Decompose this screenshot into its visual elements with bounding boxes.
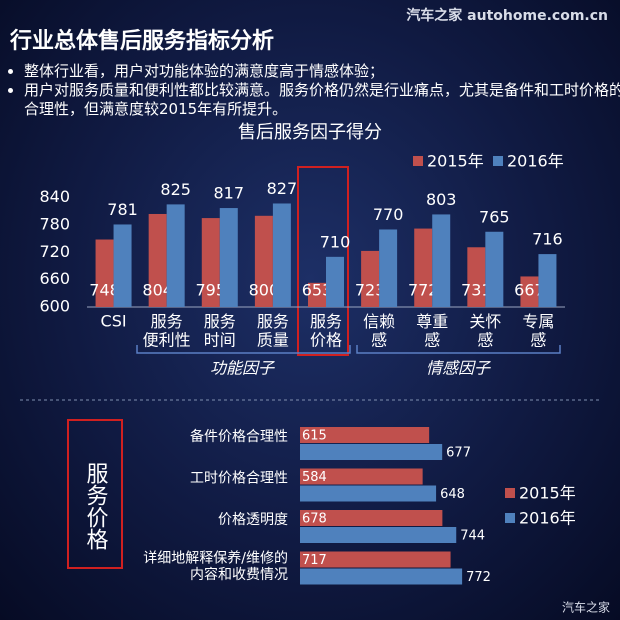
x-tick-label: CSI (101, 312, 127, 331)
bar (300, 551, 451, 568)
legend-label: 2016年 (507, 152, 564, 171)
value-label: 716 (532, 230, 563, 249)
bar (538, 254, 557, 307)
y-tick-label: 工时价格合理性 (190, 471, 288, 487)
bar (300, 510, 443, 526)
watermark: 汽车之家 autohome.com.cn (406, 7, 608, 24)
bar (432, 214, 451, 307)
value-label: 615 (302, 429, 327, 444)
group-bracket (136, 345, 561, 354)
y-tick-label: 详细地解释保养/维修的内容和收费情况 (143, 551, 288, 583)
value-label: 667 (514, 281, 545, 300)
value-label: 795 (196, 281, 227, 300)
group-label: 功能因子 (210, 359, 275, 378)
legend-label: 2015年 (519, 484, 576, 503)
bar (300, 444, 443, 460)
bar (485, 231, 504, 307)
bar (300, 485, 437, 502)
value-label: 748 (89, 281, 120, 300)
chart-title: 售后服务因子得分 (238, 122, 382, 143)
value-label: 772 (466, 570, 491, 585)
y-tick-label: 660 (39, 269, 70, 288)
bar (300, 527, 457, 543)
legend-swatch (505, 513, 515, 523)
bullets: 整体行业看，用户对功能体验的满意度高于情感体验； 用户对服务质量和便利性都比较满… (8, 62, 620, 119)
x-tick-label: 服务便利性 (143, 312, 191, 349)
value-label: 803 (426, 190, 457, 209)
value-label: 678 (302, 512, 327, 527)
x-tick-label: 尊重感 (416, 312, 448, 349)
highlight-box (297, 166, 349, 356)
bar (414, 228, 433, 307)
value-label: 677 (446, 446, 471, 461)
value-label: 817 (214, 184, 245, 203)
bar (300, 427, 430, 443)
value-label: 781 (107, 200, 138, 219)
y-tick-label: 600 (39, 297, 70, 316)
footer: 汽车之家 (562, 600, 610, 615)
bar (300, 568, 463, 585)
group-label: 情感因子 (426, 359, 491, 378)
value-label: 765 (479, 207, 510, 226)
bar (219, 208, 238, 307)
y-tick-label: 备件价格合理性 (190, 428, 288, 445)
value-label: 804 (142, 281, 173, 300)
value-label: 827 (267, 179, 298, 198)
legend-label: 2016年 (519, 509, 576, 528)
bar (272, 203, 291, 307)
bar (520, 276, 539, 307)
value-label: 800 (249, 281, 280, 300)
x-tick-label: 信赖感 (363, 312, 395, 349)
x-tick-label: 服务时间 (204, 312, 236, 349)
value-label: 770 (373, 205, 404, 224)
x-tick-label: 服务价格 (310, 312, 342, 349)
bar (308, 282, 326, 307)
legend-swatch (505, 488, 515, 498)
value-label: 710 (320, 232, 351, 251)
legend-label: 2015年 (427, 152, 484, 171)
bar (467, 247, 486, 307)
bar (201, 218, 220, 307)
value-label: 717 (302, 553, 327, 568)
bar (326, 256, 344, 307)
x-tick-label: 服务质量 (257, 312, 289, 349)
value-label: 731 (461, 281, 492, 300)
value-label: 825 (160, 180, 191, 199)
bar (379, 229, 398, 307)
slide-title: 行业总体售后服务指标分析 (9, 28, 274, 54)
y-tick-label: 720 (39, 242, 70, 261)
bar (148, 213, 167, 307)
value-label: 653 (302, 281, 333, 300)
legend-swatch (493, 156, 503, 166)
bar (95, 239, 114, 307)
value-label: 772 (408, 281, 439, 300)
x-tick-label: 关怀感 (469, 312, 501, 349)
y-tick-label: 840 (39, 187, 70, 206)
value-label: 744 (460, 529, 485, 544)
y-tick-label: 价格透明度 (218, 512, 288, 528)
bar (361, 250, 380, 307)
y-tick-label: 780 (39, 214, 70, 233)
value-label: 648 (440, 487, 465, 502)
x-tick-label: 专属感 (522, 312, 554, 349)
value-label: 584 (302, 470, 327, 485)
bar (166, 204, 185, 307)
bullet: 用户对服务质量和便利性都比较满意。服务价格仍然是行业痛点，尤其是备件和工时价格的… (24, 81, 620, 119)
value-label: 723 (355, 281, 386, 300)
bar (300, 468, 423, 485)
legend-swatch (413, 156, 423, 166)
side-box (67, 419, 123, 569)
bar (113, 224, 132, 307)
bullet: 整体行业看，用户对功能体验的满意度高于情感体验； (24, 62, 620, 81)
side-label: 服务价格 (83, 462, 109, 550)
bar (254, 215, 273, 307)
